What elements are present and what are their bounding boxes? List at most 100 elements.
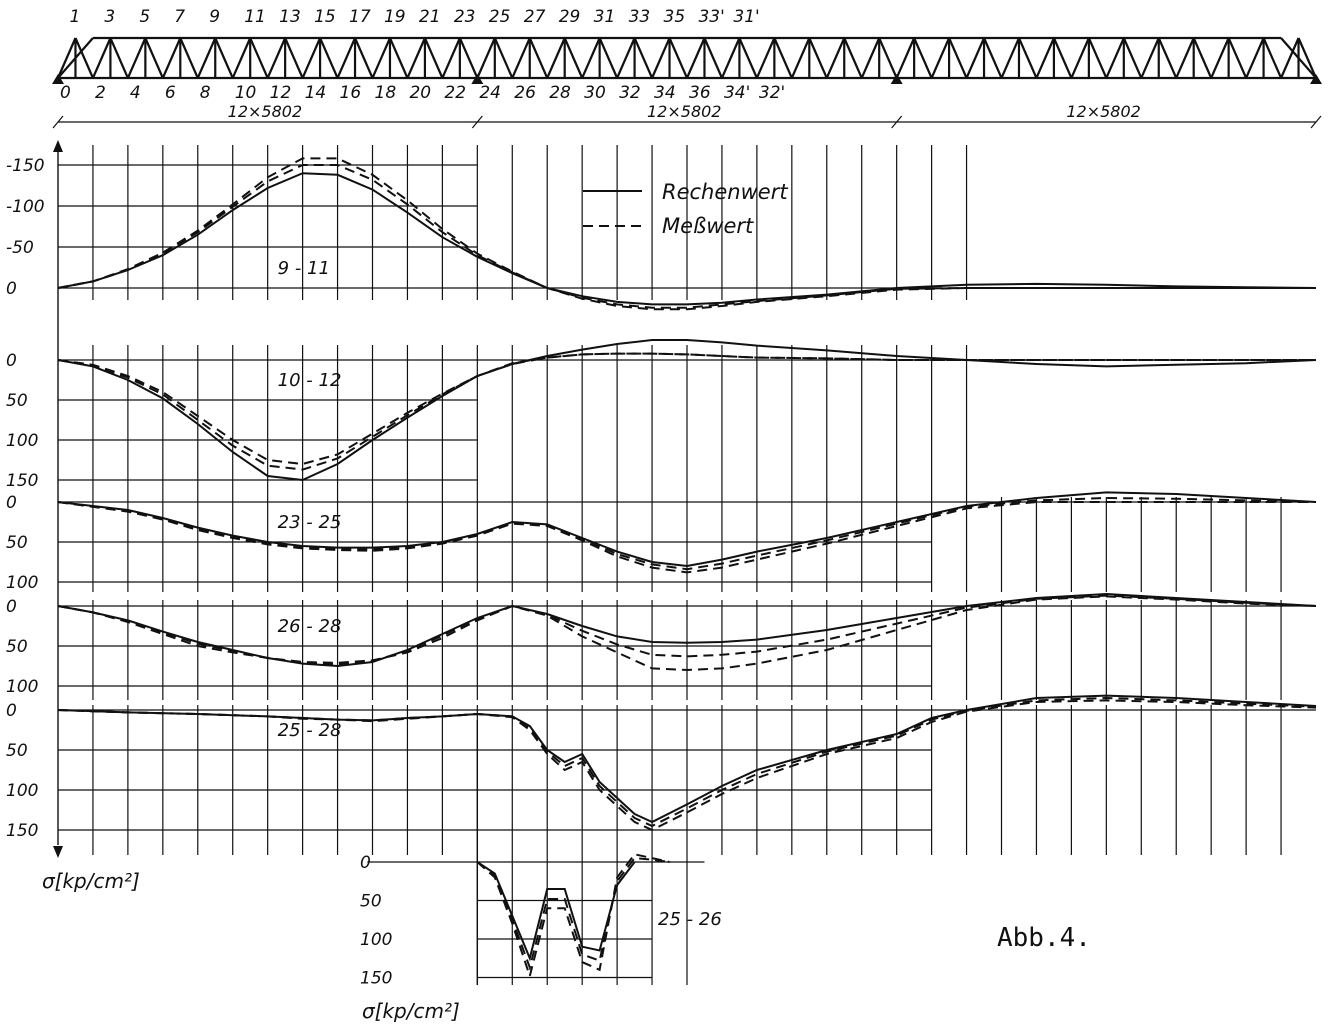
truss-diagonal	[1280, 37, 1300, 79]
upper-node-label: 3	[104, 7, 115, 27]
truss-diagonal	[1000, 37, 1020, 79]
y-tick-label: 150	[6, 471, 38, 491]
panel6-y-axis-unit-label: σ[kp/cm²]	[362, 999, 460, 1023]
y-tick-label: 100	[6, 573, 38, 593]
truss-diagonal	[109, 37, 129, 79]
truss-diagonal	[808, 37, 828, 79]
truss-diagonal	[56, 37, 77, 79]
truss-diagonal	[1227, 37, 1248, 79]
y-tick-label: 100	[360, 930, 392, 950]
y-tick-label: 100	[6, 431, 38, 451]
upper-node-label: 13	[279, 7, 301, 27]
upper-node-label: 35	[664, 7, 686, 27]
upper-node-label: 23	[454, 7, 476, 27]
truss-diagonal	[913, 37, 933, 79]
lower-node-label: 18	[375, 83, 397, 103]
truss-diagonal	[301, 37, 322, 79]
truss-diagonal	[511, 37, 531, 79]
panel-name: 9 - 11	[278, 258, 330, 279]
dimension-tick	[52, 115, 64, 129]
series-calc	[57, 592, 1317, 668]
upper-node-label: 27	[524, 7, 546, 27]
span-label: 12×5802	[647, 102, 721, 121]
series-meas-2	[57, 696, 1317, 828]
truss-diagonal	[458, 37, 479, 79]
truss-diagonal	[965, 37, 986, 79]
truss-diagonal	[196, 37, 217, 79]
truss-diagonal	[179, 37, 199, 79]
lower-node-label: 32	[619, 83, 641, 103]
lower-node-label: 20	[409, 83, 431, 103]
truss-diagonal	[1052, 37, 1073, 79]
truss-diagonal	[878, 37, 898, 79]
y-axis-arrow-down	[53, 846, 63, 858]
truss-diagonal	[493, 37, 514, 79]
upper-node-label: 9	[209, 7, 220, 27]
y-tick-label: 0	[6, 493, 17, 513]
y-tick-label: 0	[6, 351, 17, 371]
upper-node-label: 5	[139, 7, 150, 27]
lower-node-label: 24	[479, 83, 501, 103]
truss-diagonal	[126, 37, 147, 79]
truss-diagonal	[249, 37, 269, 79]
y-tick-label: 50	[6, 391, 28, 411]
truss-diagonal	[738, 37, 758, 79]
truss-diagonal	[703, 37, 723, 79]
truss-diagonal	[74, 37, 94, 79]
truss-diagonal	[406, 37, 426, 79]
upper-node-label: 11	[244, 7, 266, 27]
truss-diagonal	[546, 37, 566, 79]
upper-node-label: 15	[314, 7, 336, 27]
lower-node-label: 12	[270, 83, 292, 103]
lower-node-label: 34	[654, 83, 676, 103]
truss-diagonal	[1070, 37, 1090, 79]
truss-support	[52, 74, 64, 84]
figure-label: Abb.4.	[997, 923, 1091, 953]
span-label: 12×5802	[1066, 102, 1140, 121]
truss-diagonal	[1035, 37, 1055, 79]
truss-diagonal	[1157, 37, 1178, 79]
truss-diagonal	[930, 37, 951, 79]
y-tick-label: 50	[6, 741, 28, 761]
y-tick-label: 0	[6, 701, 17, 721]
lower-node-label: 16	[340, 83, 362, 103]
truss-diagonal	[1262, 37, 1283, 79]
y-tick-label: -100	[6, 197, 45, 217]
lower-node-label: 4	[130, 83, 141, 103]
truss-diagonal	[790, 37, 811, 79]
truss-diagonal	[616, 37, 636, 79]
span-label: 12×5802	[228, 102, 302, 121]
truss-diagonal	[720, 37, 741, 79]
truss-diagonal	[1017, 37, 1038, 79]
y-tick-label: 0	[360, 853, 371, 873]
truss-support	[471, 74, 484, 84]
y-tick-label: 150	[6, 821, 38, 841]
truss-diagonal	[266, 37, 287, 79]
truss-diagonal	[161, 37, 182, 79]
dimension-tick	[1310, 115, 1322, 129]
upper-node-label: 33	[629, 7, 651, 27]
truss-diagonal	[1297, 37, 1318, 79]
lower-node-label: 6	[165, 83, 176, 103]
truss-diagonal	[388, 37, 409, 79]
lower-node-label: 36	[689, 83, 711, 103]
truss-diagonal	[563, 37, 584, 79]
truss-diagonal	[354, 37, 374, 79]
y-tick-label: 50	[360, 892, 382, 912]
truss-diagonal	[231, 37, 252, 79]
series-calc	[57, 339, 1317, 482]
series-meas	[57, 352, 1316, 466]
truss-diagonal	[1105, 37, 1125, 79]
upper-node-label: 25	[489, 7, 511, 27]
truss-diagonal	[668, 37, 689, 79]
upper-node-label: 31	[594, 7, 616, 27]
upper-node-label: 33'	[698, 7, 724, 27]
truss-diagonal	[685, 37, 706, 79]
y-tick-label: -50	[6, 238, 34, 258]
truss-diagonal	[1245, 37, 1265, 79]
y-tick-label: 100	[6, 677, 38, 697]
truss-diagonal	[895, 37, 916, 79]
truss-diagonal	[319, 37, 339, 79]
y-tick-label: 100	[6, 781, 38, 801]
panel-name: 10 - 12	[278, 370, 342, 391]
